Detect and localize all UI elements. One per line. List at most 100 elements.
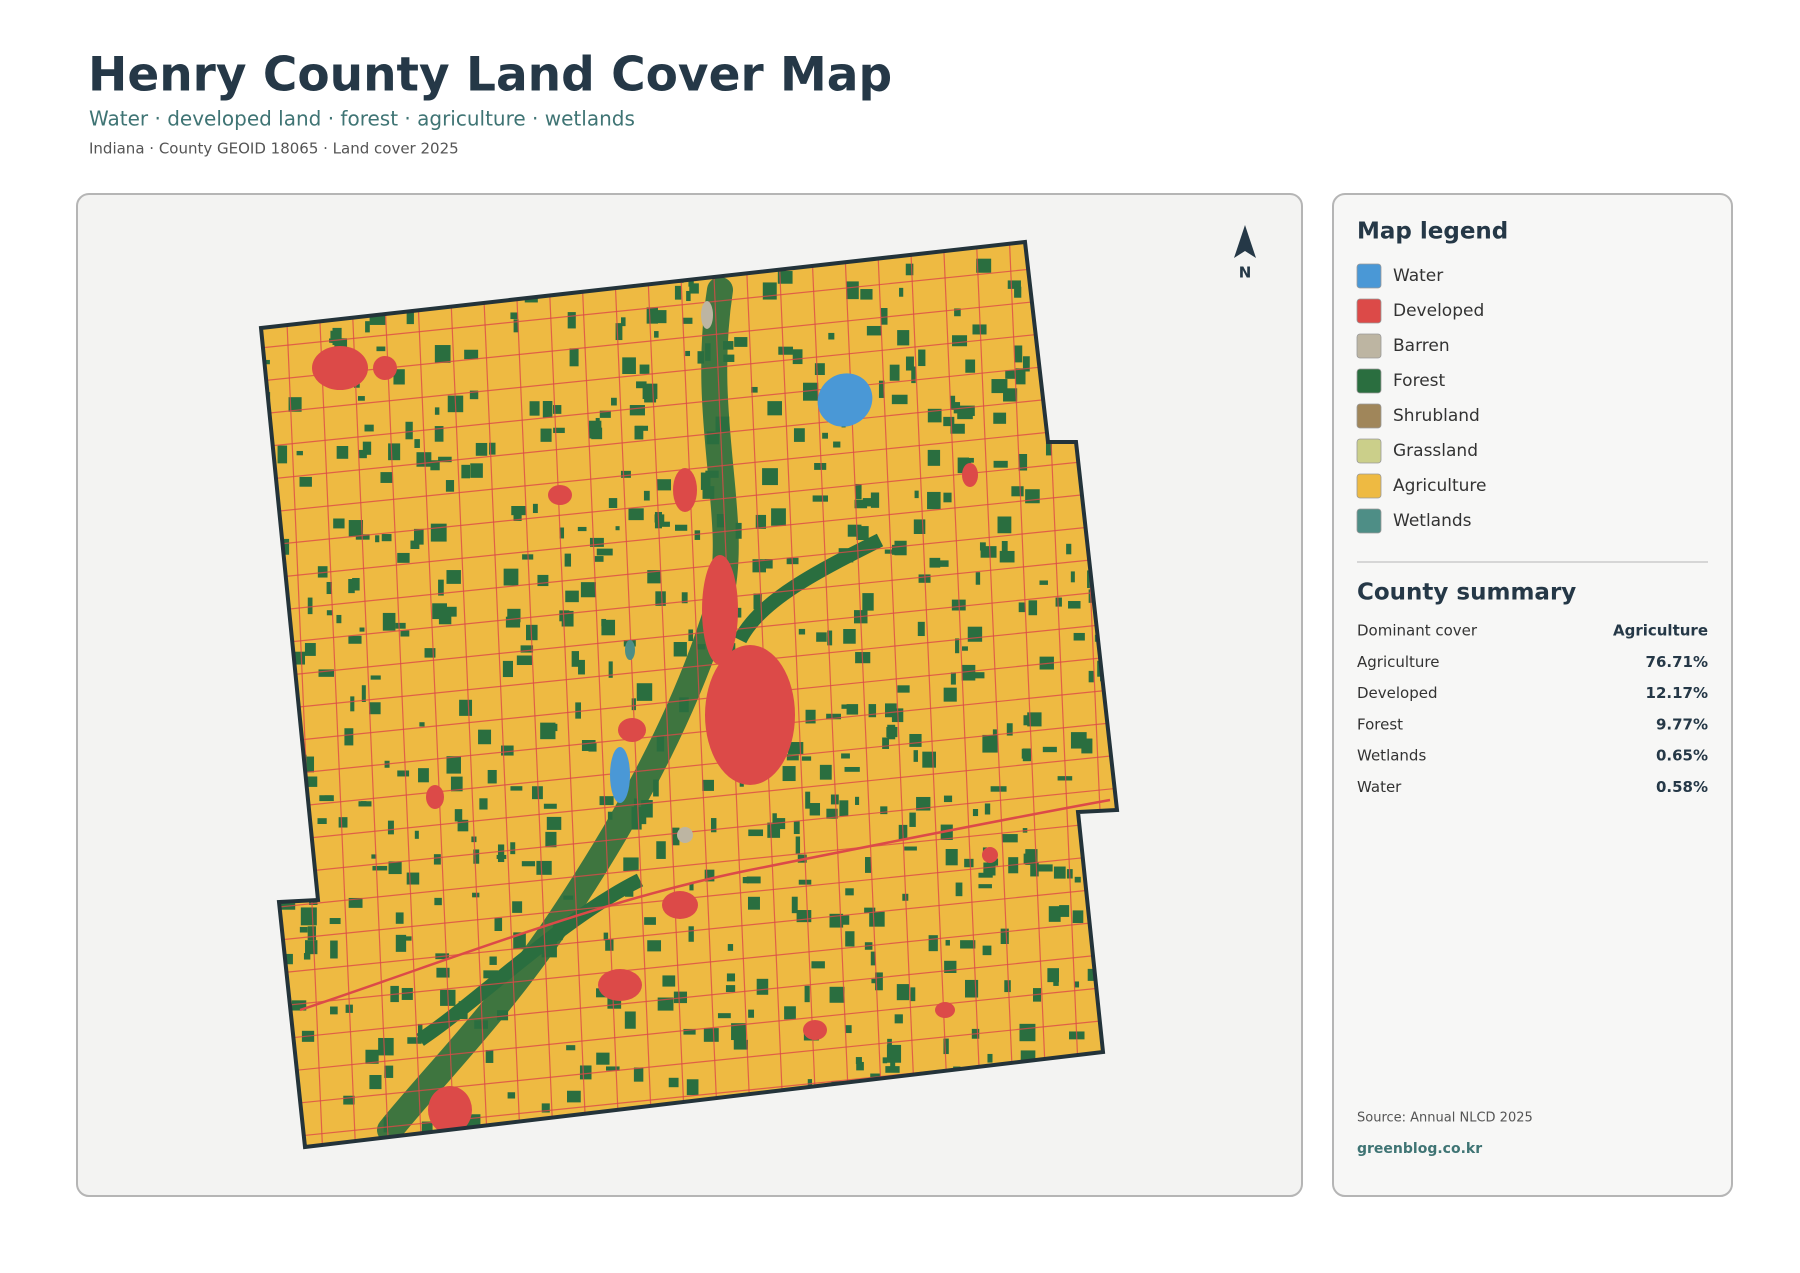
forest-patch [644,917,656,925]
forest-patch [999,550,1015,563]
forest-patch [1001,540,1008,553]
forest-patch [401,987,413,1000]
forest-patch [445,480,455,492]
forest-patch [784,1006,796,1020]
source: Source: Annual NLCD 2025 [1357,1111,1533,1126]
forest-patch [615,526,620,531]
forest-patch [541,1103,550,1113]
forest-patch [1028,600,1038,616]
forest-patch [488,442,496,455]
town [702,555,738,665]
forest-patch [945,848,958,866]
forest-patch [329,918,341,925]
forest-patch [1019,1023,1036,1042]
road [876,242,918,1147]
forest-patch [793,821,800,835]
summary-value: 0.65% [1656,747,1708,765]
forest-patch [755,514,767,529]
town [982,847,998,863]
forest-patch [703,1028,719,1042]
forest-patch [469,390,479,400]
forest-patch [348,635,362,644]
forest-patch [317,818,327,824]
forest-patch [647,940,662,952]
forest-patch [371,854,377,859]
summary-value: 9.77% [1656,715,1708,733]
forest-patch [434,897,442,906]
forest-patch [717,1013,731,1019]
forest-patch [965,359,976,373]
forest-patch [673,991,687,1004]
forest-patch [928,935,938,952]
forest-patch [864,907,876,914]
forest-patch [955,638,960,654]
forest-patch [364,424,374,432]
forest-patch [438,579,444,596]
forest-patch [336,445,349,459]
meta: Indiana · County GEOID 18065 · Land cove… [89,140,459,158]
forest-patch [450,776,463,792]
forest-patch [537,574,549,587]
forest-patch [406,872,420,885]
forest-patch [459,699,473,716]
forest-patch [457,819,469,832]
legend: Water Developed Barren Forest Shrubland Grass… [1356,263,1487,534]
road [777,242,819,1147]
forest-patch [762,282,777,300]
forest-patch [826,808,838,819]
forest-patch [571,651,579,667]
forest-patch [704,869,715,882]
forest-patch [809,803,821,816]
forest-patch [594,556,604,562]
forest-patch [846,281,859,300]
forest-patch [735,522,742,539]
forest-patch [845,888,854,896]
forest-patch [639,364,650,374]
road [810,242,852,1147]
forest-patch [370,675,381,680]
forest-patch [927,449,941,466]
forest-patch [1053,866,1066,879]
town [373,356,397,380]
forest-patch [1057,776,1073,781]
forest-patch [975,572,981,585]
forest-patch [305,940,318,955]
forest-patch [854,499,868,509]
forest-patch [542,400,553,418]
forest-patch [688,629,694,642]
forest-patch [596,548,613,556]
legend-label: Forest [1393,371,1446,391]
forest-patch [889,364,900,381]
road [414,242,456,1147]
forest-patch [875,972,883,991]
forest-patch [384,1065,394,1078]
road [261,489,1117,581]
forest-patch [579,1065,592,1080]
forest-patch [559,527,565,539]
forest-patch [976,258,992,273]
forest-patch [395,622,406,629]
forest-patch [405,421,413,440]
road [261,918,1117,1010]
forest-patch [603,932,609,941]
forest-patch [674,524,688,531]
forest-patch [674,285,682,300]
forest-patch [990,786,1007,792]
forest-patch [654,514,665,523]
forest-patch [432,603,447,620]
road [513,242,555,1147]
forest-patch [494,917,503,932]
forest-patch [723,341,734,350]
forest-patch [1021,748,1028,759]
forest-patch [369,1074,382,1090]
forest-patch [304,776,318,787]
forest-patch [1070,571,1075,583]
forest-patch [792,349,803,365]
road [612,242,654,1147]
forest-patch [357,396,365,401]
road [261,423,1117,515]
forest-patch [983,862,996,876]
forest-patch [984,803,991,815]
forest-patch [734,337,748,347]
forest-patch [540,722,556,740]
